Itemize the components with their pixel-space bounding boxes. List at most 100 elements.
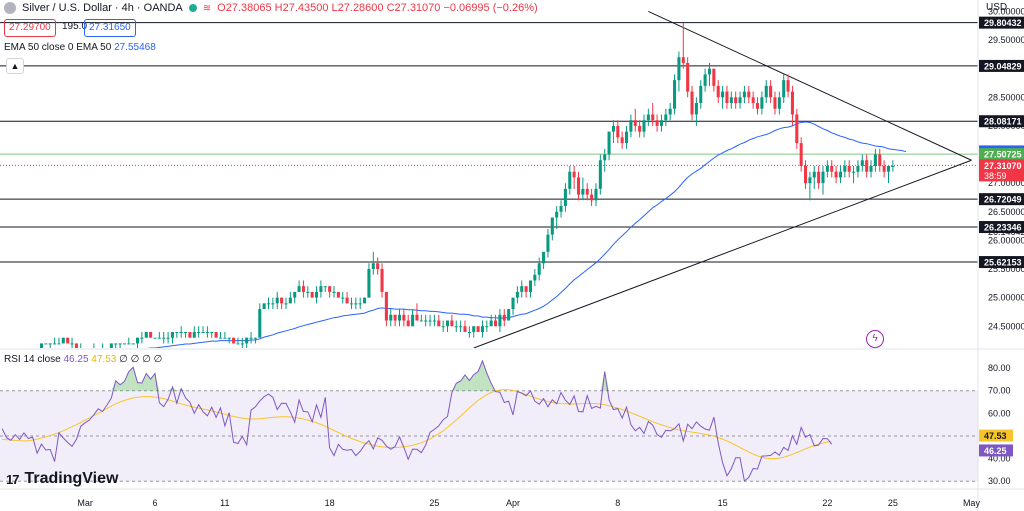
candle-body	[61, 337, 65, 344]
candle-body	[751, 97, 755, 104]
candle-body	[716, 85, 720, 98]
candle-body	[869, 165, 873, 172]
y-tick-label: 26.00000	[988, 235, 1024, 245]
candle-body	[310, 291, 314, 298]
candle-body	[428, 320, 432, 322]
candle-body	[511, 297, 515, 310]
candle-body	[786, 80, 790, 92]
candle-body	[166, 337, 170, 339]
candle-body	[131, 343, 135, 345]
price-badge-label: 27.31070	[984, 161, 1022, 171]
candle-body	[236, 343, 240, 345]
candle-body	[288, 297, 292, 304]
candle-body	[39, 343, 44, 348]
candle-body	[450, 320, 454, 327]
candle-body	[734, 97, 738, 104]
currency-label[interactable]: USD	[986, 2, 1008, 13]
collapse-legend-icon[interactable]: ▲	[6, 58, 24, 74]
candle-body	[136, 337, 140, 344]
candle-body	[48, 343, 52, 345]
candle-body	[249, 337, 253, 339]
candle-body	[559, 206, 563, 212]
level-badge	[979, 221, 1024, 234]
candle-body	[266, 303, 271, 305]
candle-body	[620, 137, 624, 144]
rsi-overbought-fill	[111, 367, 160, 391]
x-tick-label: 25	[888, 498, 898, 508]
candle-body	[127, 343, 131, 345]
x-tick-label: 18	[325, 498, 335, 508]
candle-body	[210, 331, 214, 333]
candle-body	[847, 165, 851, 172]
rsi-badge-label: 47.53	[984, 431, 1007, 441]
candle-body	[122, 343, 126, 345]
candle-body	[550, 217, 554, 235]
green-badge	[979, 148, 1024, 161]
candle-body	[118, 343, 122, 345]
candle-body	[332, 291, 336, 293]
candle-body	[494, 320, 498, 327]
rsi-badge	[979, 429, 1013, 442]
level-badge	[979, 59, 1024, 72]
candle-body	[472, 326, 476, 332]
trendline	[473, 159, 972, 348]
candle-body	[437, 320, 441, 327]
chart-header: Silver / U.S. Dollar · 4h · OANDA ≋ O27.…	[4, 2, 538, 14]
candle-body	[170, 331, 174, 338]
candle-body	[441, 326, 445, 328]
candle-body	[760, 97, 764, 109]
lightning-icon[interactable]: ϟ	[866, 330, 884, 348]
rsi-overbought-fill	[451, 360, 496, 391]
candle-body	[66, 337, 70, 344]
sell-price-button[interactable]: 27.29700	[4, 19, 56, 37]
y-tick-label: 25.00000	[988, 293, 1024, 303]
buy-price-button[interactable]: 27.31650	[84, 19, 136, 37]
candle-body	[625, 131, 629, 144]
candle-body	[406, 320, 410, 327]
candle-body	[533, 274, 537, 281]
y-tick-label: 26.50000	[988, 207, 1024, 217]
candle-body	[188, 331, 192, 338]
candle-body	[790, 91, 794, 115]
candle-body	[729, 97, 733, 104]
candle-body	[157, 337, 161, 339]
candle-body	[367, 269, 371, 298]
candle-body	[830, 165, 834, 172]
rsi-tick-label: 70.00	[988, 386, 1011, 396]
candle-body	[563, 188, 567, 207]
candle-body	[315, 291, 319, 298]
candle-body	[323, 286, 327, 288]
candle-body	[363, 297, 367, 304]
candle-body	[389, 314, 393, 321]
candle-body	[153, 337, 157, 339]
symbol-title[interactable]: Silver / U.S. Dollar · 4h · OANDA	[22, 2, 183, 14]
candle-body	[175, 331, 179, 333]
candle-body	[284, 303, 288, 305]
candle-body	[817, 171, 821, 184]
x-tick-label: 6	[152, 498, 157, 508]
ema-series-line	[146, 121, 907, 348]
candle-body	[498, 314, 502, 327]
candle-body	[616, 125, 620, 138]
rsi-overbought-fill	[168, 387, 177, 391]
candle-body	[659, 120, 663, 126]
candle-body	[638, 125, 642, 132]
ema-legend[interactable]: EMA 50 close 0 EMA 50 27.55468	[4, 42, 156, 53]
market-open-icon	[188, 4, 197, 12]
candle-body	[502, 314, 506, 321]
rsi-tick-label: 30.00	[988, 476, 1011, 486]
candle-body	[197, 331, 201, 333]
tradingview-logo: 17 TradingView	[6, 470, 118, 488]
price-badges: 29.80432 29.04829 28.08171 26.72049 26.23346…	[979, 16, 1024, 457]
candle-body	[109, 343, 113, 348]
rsi-legend[interactable]: RSI 14 close 46.25 47.53 ∅ ∅ ∅ ∅	[4, 354, 162, 365]
candle-body	[611, 125, 615, 132]
candle-body	[419, 320, 423, 322]
candle-body	[607, 131, 611, 155]
candle-body	[542, 251, 546, 264]
candle-body	[642, 120, 646, 132]
candle-body	[253, 337, 257, 339]
level-badge-label: 26.72049	[984, 195, 1022, 205]
candle-body	[891, 165, 895, 167]
